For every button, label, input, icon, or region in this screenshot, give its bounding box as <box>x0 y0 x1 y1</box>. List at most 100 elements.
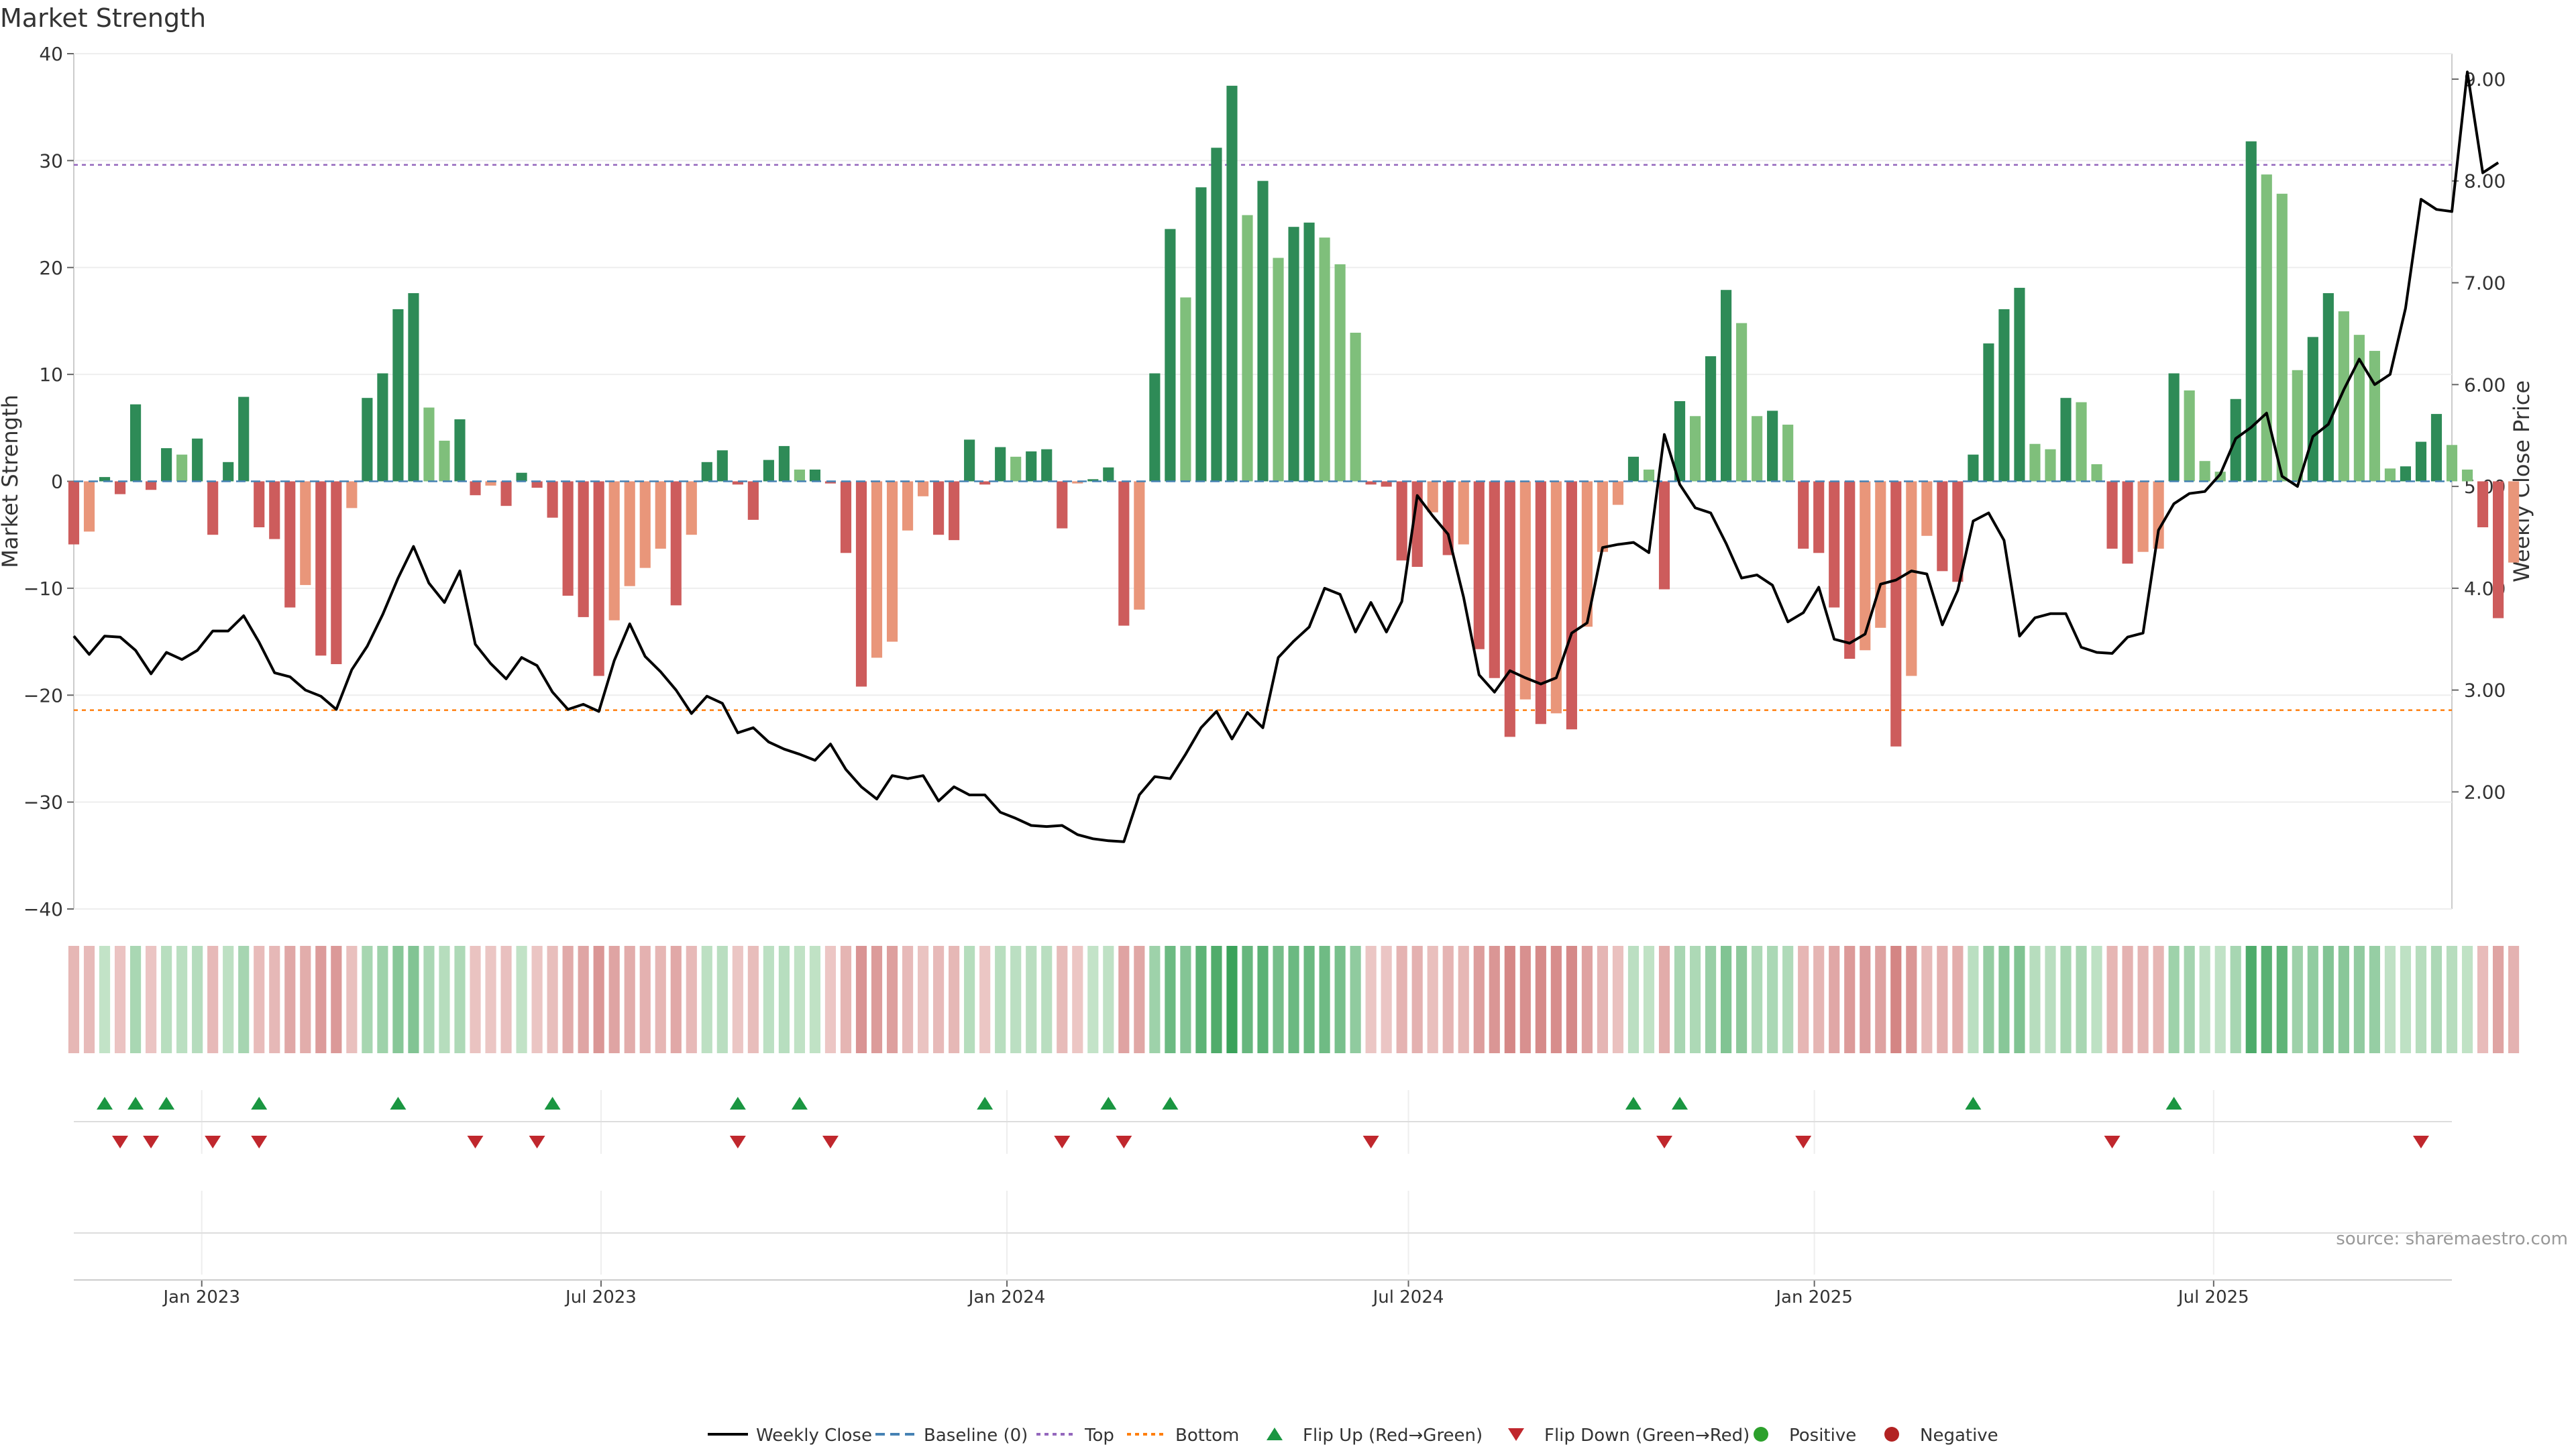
heat-strip-cell <box>1103 946 1114 1053</box>
strength-bar <box>315 481 327 656</box>
flip-up-marker <box>544 1097 561 1110</box>
heat-strip-cell <box>1350 946 1361 1053</box>
strength-bar <box>1736 323 1748 482</box>
heat-strip-cell <box>1813 946 1825 1053</box>
heat-strip-cell <box>1752 946 1763 1053</box>
strength-bar <box>1365 481 1377 485</box>
heat-strip-cell <box>2199 946 2210 1053</box>
strength-bar <box>1627 456 1640 482</box>
x-tick-label: Jul 2023 <box>564 1287 637 1307</box>
heat-strip-cell <box>732 946 743 1053</box>
heat-strip-cell <box>1643 946 1655 1053</box>
strength-bar <box>146 481 157 490</box>
strength-bar <box>824 481 837 484</box>
heat-strip-cell <box>624 946 635 1053</box>
strength-bar <box>608 481 620 621</box>
strength-bar <box>1937 481 1948 572</box>
heat-strip-cell <box>2122 946 2133 1053</box>
source-label: source: sharemaestro.com <box>2336 1229 2568 1249</box>
strength-bar <box>284 481 296 608</box>
strength-bar <box>1504 481 1515 737</box>
strength-bar <box>2261 174 2272 482</box>
flip-down-marker <box>822 1136 839 1148</box>
heat-strip-cell <box>346 946 358 1053</box>
heat-strip-cell <box>824 946 837 1053</box>
strength-bar <box>516 472 527 482</box>
heat-strip-cell <box>1257 946 1269 1053</box>
strength-bar <box>1689 416 1701 482</box>
strength-bar <box>547 481 558 518</box>
heat-strip-cell <box>1952 946 1964 1053</box>
flip-up-marker <box>390 1097 407 1110</box>
strength-bar <box>2369 351 2380 482</box>
strength-bar <box>2415 441 2427 482</box>
strength-bar <box>392 309 404 482</box>
heat-strip-cell <box>1906 946 1917 1053</box>
strength-bar <box>1211 148 1222 482</box>
strength-bar <box>1705 356 1717 482</box>
heat-strip-cell <box>562 946 574 1053</box>
legend-label-2: Top <box>1084 1426 1114 1446</box>
x-tick-label: Jul 2024 <box>1372 1287 1444 1307</box>
heat-strip-cell <box>269 946 280 1053</box>
strength-bar <box>2199 461 2210 482</box>
strength-bar <box>593 481 604 676</box>
heat-strip-cell <box>2106 946 2118 1053</box>
heat-strip-cell <box>284 946 296 1053</box>
heat-strip-cell <box>1319 946 1330 1053</box>
strength-bar <box>2477 481 2489 528</box>
heat-strip-cell <box>2353 946 2365 1053</box>
flip-down-marker <box>143 1136 160 1148</box>
heat-strip-cell <box>1782 946 1794 1053</box>
strength-bar <box>2045 449 2056 482</box>
heat-strip-cell <box>1458 946 1469 1053</box>
heat-strip-cell <box>686 946 697 1053</box>
strength-bar <box>1983 343 1994 482</box>
legend-label-4: Flip Up (Red→Green) <box>1303 1426 1483 1446</box>
flip-up-marker <box>1672 1097 1688 1110</box>
heat-strip-cell <box>470 946 481 1053</box>
strength-bar <box>1057 481 1068 529</box>
strength-bar <box>2446 445 2458 482</box>
strength-bar <box>331 481 342 665</box>
x-tick-label: Jul 2025 <box>2177 1287 2249 1307</box>
strength-bar <box>1752 416 1763 482</box>
strength-bar <box>130 404 142 482</box>
heat-strip-cell <box>1612 946 1624 1053</box>
strength-bar <box>670 481 682 606</box>
heat-strip-cell <box>1767 946 1778 1053</box>
strength-bar <box>1952 481 1964 582</box>
strength-bar <box>2508 481 2520 563</box>
strength-bar <box>1288 227 1299 482</box>
heat-strip-cell <box>1504 946 1515 1053</box>
strength-bar <box>1890 481 1902 747</box>
strength-bar <box>1257 180 1269 482</box>
strength-bar <box>2245 141 2257 482</box>
heat-strip-cell <box>763 946 774 1053</box>
strength-bar <box>2430 414 2443 482</box>
legend-label-1: Baseline (0) <box>924 1426 1028 1446</box>
strength-bar <box>99 477 111 482</box>
strength-bar <box>1860 481 1871 651</box>
strength-bar <box>377 373 388 482</box>
heat-strip-cell <box>1705 946 1717 1053</box>
strength-bar <box>562 481 574 596</box>
strength-bar <box>1643 469 1655 482</box>
flip-down-marker <box>251 1136 268 1148</box>
y-tick-label: 30 <box>39 150 63 172</box>
heat-strip-cell <box>1427 946 1438 1053</box>
strength-bar <box>1782 425 1794 482</box>
heat-strip-cell <box>531 946 543 1053</box>
strength-bar <box>964 439 975 482</box>
heat-strip-cell <box>2168 946 2180 1053</box>
heat-strip-cell <box>1381 946 1392 1053</box>
strength-bar <box>1519 481 1531 700</box>
heat-strip-cell <box>2014 946 2025 1053</box>
strength-bar <box>578 481 589 617</box>
strength-bar <box>1566 481 1577 730</box>
strength-bar <box>2137 481 2149 552</box>
flip-up-marker <box>127 1097 144 1110</box>
strength-bar <box>1550 481 1562 714</box>
heat-strip-cell <box>238 946 250 1053</box>
heat-strip-cell <box>1566 946 1577 1053</box>
